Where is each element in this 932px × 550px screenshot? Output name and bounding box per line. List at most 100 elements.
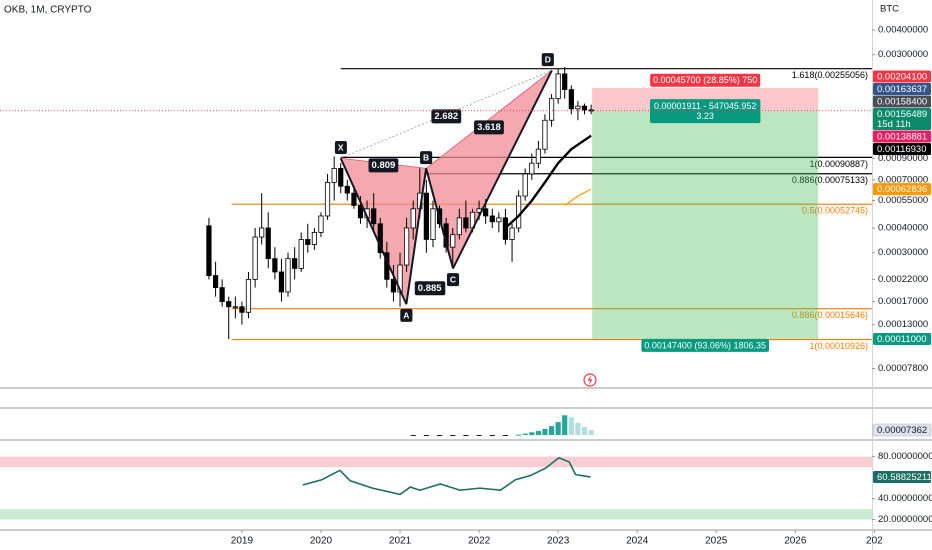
histogram-bar	[542, 428, 548, 435]
y-tick-label: 40.00000000	[878, 493, 932, 504]
y-tick-label: 0.00070000	[878, 174, 928, 185]
moving-average	[564, 188, 592, 206]
price-label-bg	[873, 108, 931, 131]
y-tick-label: 0.00013000	[878, 319, 928, 330]
candle-body	[562, 73, 568, 90]
candle-body	[324, 181, 331, 217]
entry-label-line: 0.00001911 - 547045.952	[654, 101, 756, 111]
candle-body	[430, 208, 436, 240]
histogram-bar	[548, 426, 555, 435]
candle-body	[575, 105, 581, 110]
histogram-bar	[535, 430, 541, 435]
price-label: 0.00116930	[877, 144, 927, 155]
ratio-label: 2.682	[431, 109, 462, 124]
pattern-point-label-bg	[334, 141, 347, 155]
candle-body	[252, 236, 258, 280]
target-label-text: 0.00147400 (93.06%) 1806.35	[644, 340, 766, 350]
candle-body	[371, 208, 377, 225]
price-label: 0.00156489	[877, 109, 927, 120]
fib-label: 1(0.00090887)	[809, 159, 868, 169]
candle-body	[377, 223, 383, 254]
candle-body	[535, 148, 541, 164]
histogram-bar	[489, 435, 495, 436]
pattern-leg	[339, 157, 408, 305]
y-tick-label: 0.00400000	[878, 25, 928, 36]
candle-body	[555, 73, 561, 100]
symbol-title: OKB, 1M, CRYPTO	[4, 5, 92, 16]
candle-body	[206, 225, 212, 276]
ratio-label-text: 3.618	[477, 122, 501, 133]
histogram-bar	[581, 426, 588, 435]
candle-body	[318, 215, 324, 233]
pattern-point-label-text: B	[423, 153, 429, 163]
price-label: 0.00158400	[877, 97, 927, 108]
y-tick-label: 0.00055000	[878, 195, 928, 206]
indicator-label: 0.00007362	[877, 425, 927, 436]
histogram-bar	[516, 434, 522, 436]
candle-body	[311, 231, 318, 245]
candle-body	[226, 301, 232, 308]
rsi-line	[302, 456, 591, 496]
candle-body	[423, 192, 429, 240]
candle-body	[245, 278, 252, 313]
histogram-bar	[450, 435, 456, 436]
candle-body	[502, 217, 509, 240]
histogram-bar	[463, 435, 469, 436]
candle-body	[410, 208, 416, 229]
candle-body	[272, 258, 278, 273]
stop-label-text: 0.00045700 (28.85%) 750	[653, 75, 757, 85]
stop-label: 0.00045700 (28.85%) 750	[650, 73, 761, 87]
pattern-point-label-bg	[400, 308, 413, 322]
indicator-label-bg	[873, 471, 931, 484]
candle-body	[344, 185, 350, 194]
ratio-label-bg	[474, 120, 504, 135]
price-scale: 0.00400000 0.00300000 0.00090000 0.00070000…	[872, 25, 932, 525]
y-tick-label: 0.00090000	[878, 153, 928, 164]
candle-body	[496, 217, 502, 223]
rsi-band	[0, 509, 872, 520]
y-tick-label: 0.00030000	[878, 247, 928, 258]
candle-body	[232, 306, 238, 309]
candle-body	[463, 217, 469, 229]
candle-body	[516, 195, 522, 229]
indicator-panes	[0, 415, 872, 520]
candle-body	[338, 167, 344, 187]
candle-body	[403, 227, 410, 266]
histogram-bar	[502, 435, 509, 436]
price-label-sub: 15d 11h	[877, 119, 911, 130]
candle-body	[305, 239, 311, 245]
x-tick-label: 2022	[468, 536, 491, 547]
ratio-label-text: 2.682	[434, 111, 458, 122]
alert-icon[interactable]	[583, 373, 597, 387]
target-label: 0.00147400 (93.06%) 1806.35	[641, 338, 769, 352]
target-zone	[592, 110, 819, 339]
pattern-point-label-text: D	[545, 55, 551, 65]
histogram-bar	[529, 432, 535, 435]
y-tick-label: 20.00000000	[878, 514, 932, 525]
pattern-point-label: D	[541, 53, 554, 67]
fib-label: 0.5(0.00052745)	[802, 206, 868, 216]
main-pane: 1.618(0.00255056) 1(0.00090887) 0.886(0.00…	[0, 53, 872, 352]
price-label-bg	[873, 70, 931, 83]
histogram-bar	[522, 433, 528, 435]
pattern-point-label-text: A	[403, 310, 409, 320]
y-tick-label: 0.00022000	[878, 274, 928, 285]
x-tick-label: 2025	[705, 536, 728, 547]
candle-body	[509, 227, 515, 240]
y-tick-label: 0.00040000	[878, 222, 928, 233]
candle-body	[568, 89, 574, 110]
currency-label: BTC	[880, 4, 899, 15]
ratio-label: 3.618	[474, 120, 504, 135]
stop-label-bg	[650, 73, 761, 87]
histogram-bar	[423, 435, 429, 436]
x-tick-label: 2020	[310, 536, 333, 547]
histogram-bar	[562, 415, 568, 435]
price-label-bg	[873, 130, 931, 143]
candle-body	[542, 119, 548, 150]
candle-body	[529, 162, 535, 175]
price-label: 0.00138881	[877, 132, 927, 143]
alert-bolt	[587, 375, 593, 385]
candle-body	[483, 208, 489, 217]
pattern-point-label-text: X	[338, 143, 344, 153]
indicator-label-bg	[872, 423, 932, 437]
